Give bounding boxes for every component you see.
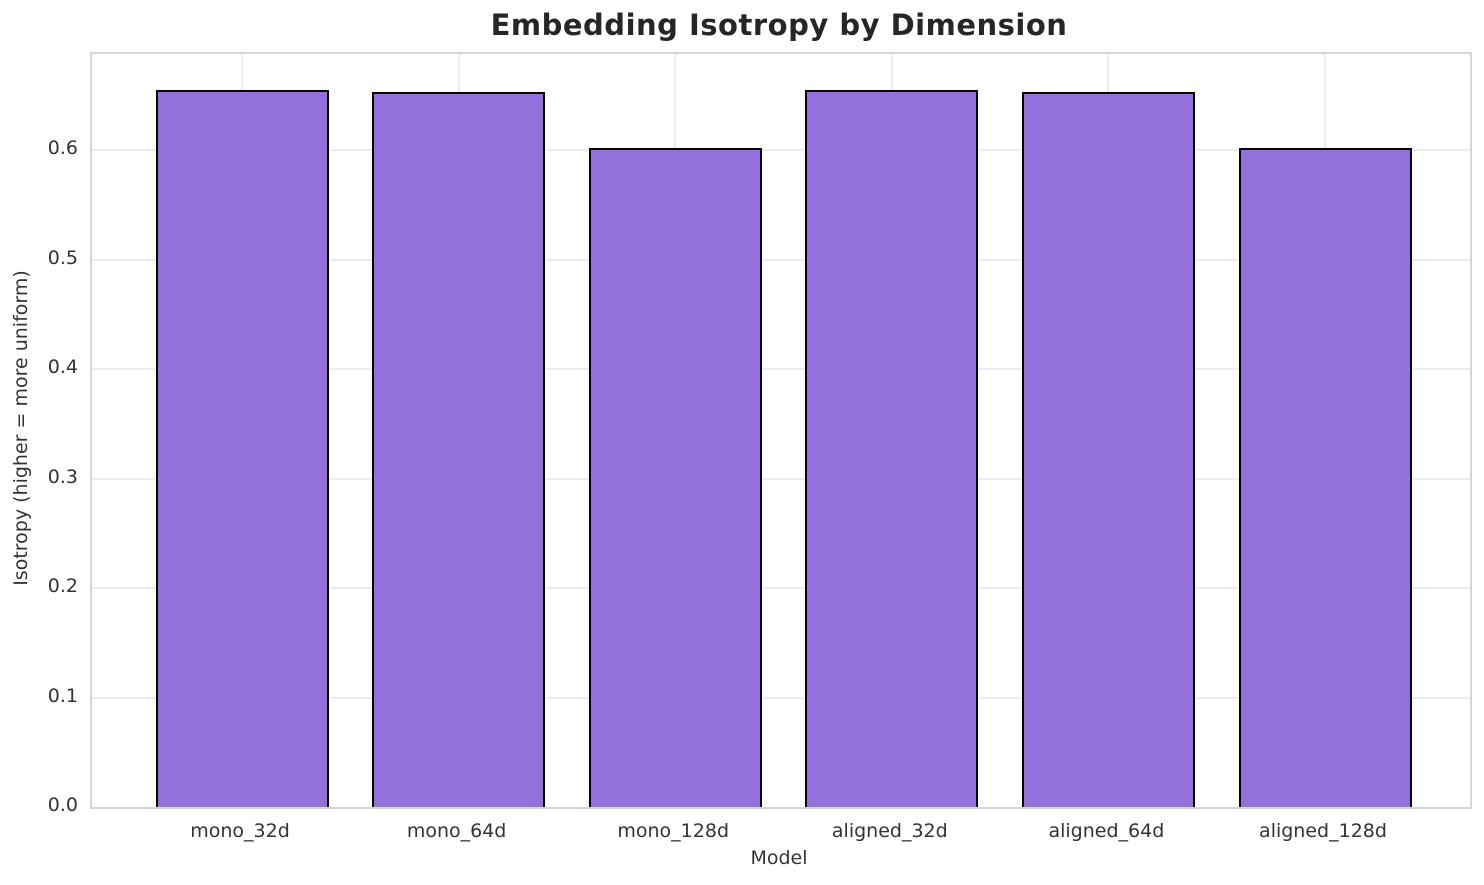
x-tick-label: aligned_128d (1259, 820, 1387, 842)
h-gridline (92, 368, 1470, 371)
y-tick-label: 0.6 (47, 137, 78, 160)
y-tick-label: 0.3 (47, 465, 78, 488)
h-gridline (92, 696, 1470, 699)
y-tick-label: 0.1 (47, 684, 78, 707)
h-gridline (92, 149, 1470, 152)
x-tick-label: mono_64d (406, 820, 507, 842)
x-tick-label: mono_32d (190, 820, 290, 842)
y-axis-label: Isotropy (higher = more uniform) (10, 270, 32, 586)
x-tick-label: aligned_32d (831, 820, 948, 842)
x-tick-label: mono_128d (617, 820, 729, 842)
h-gridline (92, 258, 1470, 261)
y-tick-label: 0.4 (47, 356, 78, 379)
bar-mono_64d (372, 92, 546, 807)
h-gridline (92, 587, 1470, 590)
y-tick-label: 0.2 (47, 575, 78, 598)
plot-area (90, 52, 1472, 809)
chart-title: Embedding Isotropy by Dimension (490, 8, 1068, 42)
bar-mono_128d (588, 148, 762, 807)
y-tick-label: 0.5 (47, 246, 78, 269)
bar-aligned_64d (1021, 92, 1195, 807)
x-axis-label: Model (750, 847, 808, 869)
h-gridline (92, 477, 1470, 480)
x-tick-label: aligned_64d (1048, 820, 1165, 842)
bar-aligned_32d (805, 90, 979, 807)
y-tick-label: 0.0 (47, 794, 78, 816)
bar-aligned_128d (1238, 148, 1412, 807)
bar-mono_32d (155, 90, 329, 807)
